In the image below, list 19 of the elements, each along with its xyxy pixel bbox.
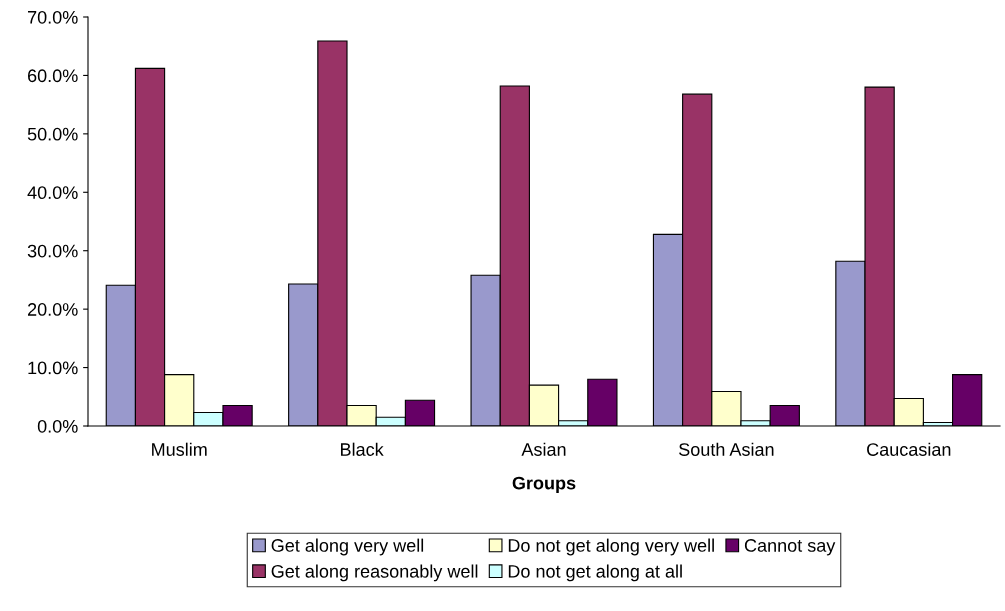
y-tick-label: 10.0% — [28, 361, 78, 375]
x-axis-title: Groups — [512, 476, 576, 493]
legend-label: Get along very well — [271, 538, 424, 556]
y-tick-label: 50.0% — [27, 127, 78, 141]
legend-label: Cannot say — [744, 539, 836, 556]
y-tick-label: 30.0% — [27, 244, 78, 258]
legend-label: Get along reasonably well — [271, 564, 478, 582]
legend-label: Do not get along at all — [508, 564, 682, 582]
x-tick-label: Caucasian — [867, 442, 951, 456]
y-tick-label: 40.0% — [27, 186, 78, 200]
legend-label: Do not get along very well — [508, 538, 714, 556]
y-tick-label: 0.0% — [37, 419, 78, 433]
x-tick-label: Asian — [521, 442, 566, 456]
y-tick-label: 20.0% — [27, 303, 78, 316]
x-tick-label: Black — [341, 442, 384, 456]
y-tick-label: 70.0% — [28, 10, 78, 24]
y-tick-label: 60.0% — [28, 69, 78, 83]
x-tick-label: South Asian — [679, 442, 774, 456]
x-tick-label: Muslim — [152, 442, 207, 456]
